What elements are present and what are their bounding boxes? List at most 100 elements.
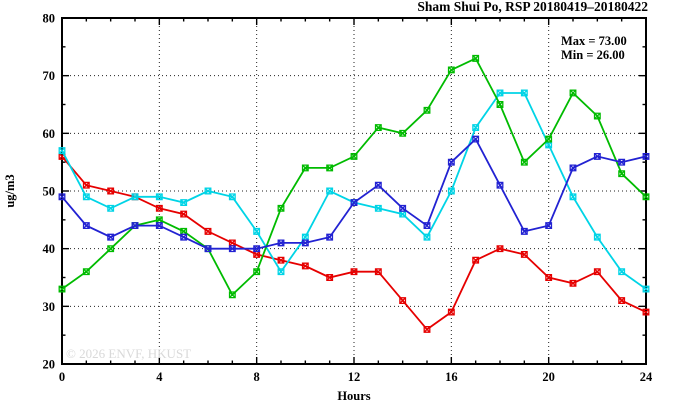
data-point-marker-red (326, 274, 334, 281)
data-point-marker-cyan (107, 204, 115, 212)
y-tick-label: 20 (43, 358, 56, 372)
data-point-marker-cyan (520, 89, 528, 97)
y-tick-label: 40 (43, 242, 56, 256)
chart-generated-layer: 20 30 40 50 60 70 80 0 4 8 12 16 20 24 (43, 12, 654, 385)
data-point-marker-cyan (180, 199, 188, 206)
data-point-marker-green (569, 89, 577, 97)
data-point-marker-blue (520, 227, 528, 235)
data-point-marker-blue (107, 233, 115, 241)
data-point-marker-green (618, 170, 626, 178)
data-point-marker-red (593, 268, 601, 276)
data-point-marker-blue (399, 204, 407, 212)
data-point-marker-red (447, 308, 455, 316)
data-point-marker-green (399, 129, 407, 137)
data-point-marker-red (301, 262, 309, 270)
data-point-marker-blue (131, 222, 139, 230)
data-point-marker-blue (545, 222, 553, 230)
data-point-marker-green (58, 285, 66, 293)
data-point-marker-blue (228, 245, 236, 253)
data-point-marker-green (228, 291, 236, 299)
data-point-marker-green (374, 124, 382, 132)
data-point-marker-red (107, 187, 115, 195)
x-tick-label: 8 (254, 370, 260, 384)
data-point-marker-blue (253, 245, 261, 253)
data-point-marker-blue (204, 245, 212, 253)
data-point-marker-blue (180, 233, 188, 241)
x-tick-label: 24 (640, 370, 653, 384)
y-tick-label: 70 (43, 69, 56, 83)
data-point-marker-red (618, 297, 626, 305)
data-point-marker-blue (155, 222, 163, 230)
data-point-marker-green (520, 158, 528, 166)
data-point-marker-red (155, 204, 163, 212)
data-point-marker-blue (569, 164, 577, 172)
data-point-marker-cyan (642, 285, 650, 293)
x-tick-label: 0 (59, 370, 65, 384)
data-point-marker-cyan (374, 204, 382, 212)
data-point-marker-red (277, 256, 285, 264)
data-point-marker-green (277, 204, 285, 212)
data-point-marker-blue (374, 181, 382, 189)
data-point-marker-green (82, 268, 90, 276)
y-tick-label: 80 (43, 12, 56, 26)
series-green (58, 54, 650, 299)
data-point-marker-red (496, 245, 504, 253)
data-point-marker-cyan (472, 124, 480, 132)
series-red (58, 152, 650, 333)
data-point-marker-blue (326, 233, 334, 241)
x-tick-label: 12 (348, 370, 361, 384)
data-point-marker-green (253, 268, 261, 276)
data-point-marker-cyan (618, 268, 626, 276)
y-tick-label: 60 (43, 127, 56, 141)
x-axis-label: Hours (337, 389, 370, 403)
data-point-marker-blue (496, 181, 504, 189)
data-point-marker-red (642, 308, 650, 316)
y-tick-label: 50 (43, 185, 56, 199)
data-point-marker-red (82, 181, 90, 189)
data-point-marker-blue (642, 152, 650, 160)
data-point-marker-cyan (569, 193, 577, 201)
data-point-marker-cyan (277, 268, 285, 276)
data-point-marker-cyan (326, 187, 334, 195)
data-point-marker-green (472, 54, 480, 62)
data-point-marker-cyan (82, 193, 90, 201)
series-line-green (61, 57, 647, 297)
data-point-marker-red (472, 256, 480, 264)
data-point-marker-green (593, 112, 601, 120)
data-point-marker-blue (618, 158, 626, 166)
data-point-marker-cyan (228, 193, 236, 201)
watermark: © 2026 ENVF, HKUST (66, 346, 191, 361)
data-point-marker-cyan (496, 89, 504, 97)
data-point-marker-green (496, 101, 504, 108)
y-axis-label: ug/m3 (3, 174, 17, 207)
data-point-marker-red (180, 210, 188, 218)
data-point-marker-cyan (58, 147, 66, 155)
legend-min-value: Min = 26.00 (561, 48, 625, 62)
data-point-marker-cyan (593, 233, 601, 241)
data-point-marker-red (204, 227, 212, 235)
data-point-marker-cyan (204, 187, 212, 195)
x-tick-label: 16 (445, 370, 458, 384)
data-point-marker-blue (447, 158, 455, 166)
data-point-marker-green (545, 135, 553, 143)
data-point-marker-blue (82, 222, 90, 230)
data-point-marker-red (520, 250, 528, 258)
x-tick-label: 4 (156, 370, 163, 384)
data-point-marker-green (107, 245, 115, 253)
data-point-marker-green (642, 193, 650, 201)
data-point-marker-red (545, 274, 553, 281)
data-point-marker-red (569, 279, 577, 287)
data-point-marker-red (399, 297, 407, 305)
x-tick-label: 20 (542, 370, 555, 384)
data-point-marker-blue (472, 135, 480, 143)
data-point-marker-blue (301, 239, 309, 247)
data-point-marker-green (447, 66, 455, 74)
series-blue (58, 135, 650, 253)
data-point-marker-red (374, 268, 382, 276)
data-point-marker-green (423, 106, 431, 114)
y-tick-label: 30 (43, 300, 56, 314)
chart-title: Sham Shui Po, RSP 20180419–20180422 (417, 0, 648, 14)
data-point-marker-blue (58, 193, 66, 201)
data-point-marker-blue (423, 222, 431, 230)
data-point-marker-blue (350, 199, 358, 206)
